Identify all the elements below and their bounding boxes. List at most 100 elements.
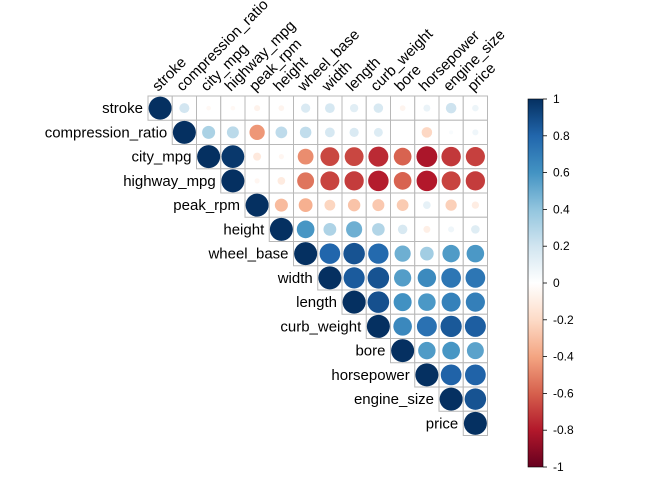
color-bar-tick-label: 1 [553,92,560,106]
corr-circle-wheel_base-bore [394,245,411,262]
corr-circle-curb_weight-price [464,315,486,337]
corr-circle-stroke-length [349,103,359,113]
corr-circle-height-engine_size [448,226,455,233]
row-label-stroke: stroke [102,100,143,117]
corr-circle-city_mpg-horsepower [416,146,438,168]
column-labels: strokecompression_ratiocity_mpghighway_m… [149,0,509,96]
corr-circle-compression_ratio-length [349,127,359,137]
corr-circle-city_mpg-width [320,147,340,167]
corr-circle-peak_rpm-peak_rpm [245,193,269,217]
cell-compression_ratio-length [341,119,367,145]
color-bar-tick-label: 0.2 [553,239,570,253]
corr-circle-compression_ratio-height [275,126,288,139]
row-label-bore: bore [355,343,385,360]
corr-circle-horsepower-horsepower [415,363,439,387]
corr-circle-horsepower-engine_size [440,364,462,386]
corr-circle-height-curb_weight [372,223,385,236]
corr-circle-bore-bore [391,339,415,363]
corr-circle-length-engine_size [441,292,461,312]
corr-circle-stroke-horsepower [423,104,431,112]
corr-circle-highway_mpg-horsepower [416,170,438,192]
corr-circle-height-wheel_base [296,220,315,239]
corr-circle-compression_ratio-city_mpg [202,125,216,139]
corr-circle-highway_mpg-highway_mpg [221,169,245,193]
row-label-engine_size: engine_size [354,391,434,408]
color-bar [527,98,544,468]
corr-circle-city_mpg-height [278,154,284,160]
corr-circle-height-height [269,217,293,241]
corr-circle-length-length [342,290,366,314]
corr-circle-length-horsepower [418,293,436,311]
corr-circle-width-horsepower [417,268,437,288]
corr-circle-height-width [323,222,337,236]
corr-circle-peak_rpm-length [347,198,361,212]
corr-circle-wheel_base-wheel_base [294,242,318,266]
corr-circle-city_mpg-peak_rpm [253,152,262,161]
corr-circle-city_mpg-bore [393,147,412,166]
corr-circle-city_mpg-curb_weight [368,146,389,167]
corr-circle-city_mpg-engine_size [441,146,461,167]
corr-circle-height-bore [397,224,408,235]
corr-circle-stroke-height [278,105,285,111]
corr-circle-city_mpg-length [344,147,364,167]
corr-circle-peak_rpm-curb_weight [372,199,385,212]
corr-circle-stroke-city_mpg [206,105,211,111]
row-label-length: length [296,294,337,311]
corr-circle-price-price [463,411,487,435]
corr-circle-peak_rpm-engine_size [445,199,457,211]
corr-circle-stroke-compression_ratio [179,103,190,114]
corr-circle-engine_size-engine_size [439,387,463,411]
corr-circle-highway_mpg-peak_rpm [254,178,260,184]
corr-circle-compression_ratio-engine_size [449,130,454,135]
corr-circle-bore-price [466,342,484,360]
row-label-height: height [223,221,265,238]
corr-circle-curb_weight-bore [393,317,412,336]
row-label-horsepower: horsepower [331,367,409,384]
corr-circle-highway_mpg-bore [393,172,412,190]
corr-circle-width-curb_weight [367,267,390,289]
corr-circle-peak_rpm-horsepower [423,201,431,209]
corr-circle-wheel_base-length [343,242,365,265]
corr-circle-highway_mpg-height [277,177,286,185]
corr-circle-wheel_base-engine_size [442,244,460,263]
corr-circle-peak_rpm-bore [396,199,409,212]
cell-stroke-price [462,95,488,121]
corr-circle-stroke-price [472,104,479,112]
color-legend: 1 0.8 0.6 0.4 0.2 0 -0.2 -0.4 -0.6 -0.8 -1 [527,92,574,474]
corr-circle-compression_ratio-width [324,127,335,138]
corr-circle-peak_rpm-wheel_base [298,198,313,213]
corr-circle-engine_size-price [464,388,487,410]
corr-circle-width-bore [394,269,412,287]
corr-circle-city_mpg-price [465,147,485,167]
corr-circle-horsepower-price [465,364,486,386]
corr-circle-compression_ratio-compression_ratio [172,120,196,144]
corr-circle-length-curb_weight [367,291,390,313]
corr-circle-width-length [343,267,365,289]
row-label-city_mpg: city_mpg [131,149,191,166]
corr-circle-height-length [346,221,363,238]
corr-circle-compression_ratio-price [472,129,479,136]
row-label-width: width [277,270,313,287]
corr-circle-width-price [465,268,486,288]
color-bar-tick-label: 0.4 [553,202,570,216]
color-bar-tick-label: -0.2 [553,313,574,327]
corr-circle-city_mpg-city_mpg [197,145,221,169]
corr-circle-wheel_base-price [466,244,485,263]
corr-circle-width-width [318,266,342,290]
corr-circle-highway_mpg-wheel_base [297,172,315,190]
corr-circle-stroke-width [324,103,335,114]
color-bar-tick-label: 0.8 [553,129,570,143]
corr-circle-compression_ratio-highway_mpg [226,126,239,139]
corr-circle-compression_ratio-wheel_base [299,126,312,139]
row-label-compression_ratio: compression_ratio [45,124,168,141]
corr-circle-bore-horsepower [418,341,436,360]
corr-circle-stroke-engine_size [445,102,457,114]
cell-stroke-width [317,95,343,121]
corr-circle-stroke-bore [399,105,406,111]
corr-circle-city_mpg-wheel_base [297,148,314,165]
corr-circle-stroke-curb_weight [373,103,384,113]
corr-circle-compression_ratio-peak_rpm [249,124,265,141]
corr-circle-length-price [465,292,485,312]
row-label-wheel_base: wheel_base [207,246,288,263]
